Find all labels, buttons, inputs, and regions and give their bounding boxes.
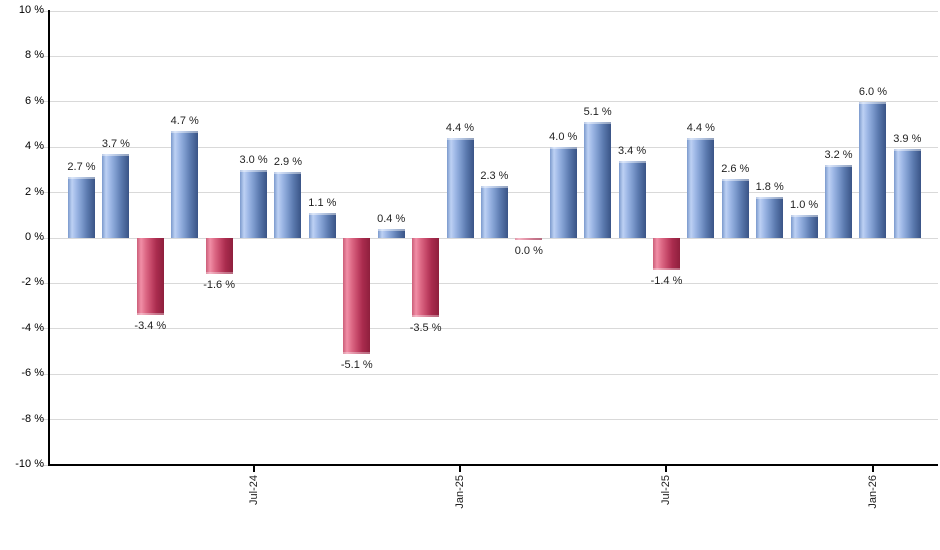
x-axis-tick-label: Jan-25 [454, 475, 466, 509]
bar-value-label: 1.0 % [790, 199, 819, 212]
bar-value-label: -3.4 % [134, 320, 167, 333]
y-grid-line [38, 10, 938, 12]
bar [102, 154, 130, 238]
y-grid-line [38, 282, 938, 284]
y-axis-tick-label: 0 % [25, 231, 44, 243]
bar [480, 185, 508, 238]
bar [825, 165, 853, 238]
x-axis-tick [871, 466, 874, 472]
bar-value-label: 4.0 % [549, 131, 578, 144]
bar-value-label: -1.6 % [203, 279, 236, 292]
y-grid-line [38, 373, 938, 375]
bar [343, 238, 371, 354]
y-axis-tick-label: 6 % [25, 94, 44, 107]
bar-value-label: 4.7 % [170, 115, 199, 128]
bar [205, 238, 233, 275]
bar-value-label: 2.6 % [721, 162, 750, 175]
bar [893, 149, 921, 238]
bar-value-label: 0.4 % [377, 212, 406, 225]
y-grid-line [38, 55, 938, 57]
x-axis-tick-label: Jan-26 [866, 475, 879, 509]
bar-value-label: 0.0 % [514, 245, 543, 257]
x-axis-tick-label: Jul-24 [247, 475, 260, 505]
bar-value-label: 2.9 % [273, 156, 303, 169]
bar-value-label: 3.4 % [617, 144, 647, 157]
x-axis-tick [252, 466, 255, 472]
bar [618, 160, 646, 238]
x-axis-tick-label: Jul-25 [660, 475, 673, 505]
bar [721, 178, 749, 238]
x-axis-tick [665, 466, 668, 472]
y-grid-line [38, 328, 938, 330]
y-axis-tick-label: -2 % [21, 276, 44, 289]
bar-value-label: 4.4 % [445, 122, 475, 135]
bar [790, 215, 818, 238]
bar [240, 169, 268, 238]
bar [446, 138, 474, 238]
bar [412, 238, 440, 318]
y-axis-tick-label: -8 % [21, 412, 44, 425]
y-grid-line [38, 146, 938, 148]
x-axis-line [48, 464, 938, 466]
y-axis-tick-label: 2 % [25, 185, 44, 198]
bar [756, 197, 784, 238]
bar [652, 238, 680, 270]
bar-value-label: 4.4 % [686, 122, 715, 135]
bar [687, 138, 715, 238]
bar [549, 147, 577, 238]
y-grid-line [38, 419, 938, 421]
bar-value-label: 6.0 % [858, 85, 887, 98]
y-grid-line [38, 237, 938, 239]
y-axis-tick-label: 8 % [25, 49, 44, 62]
y-axis-tick-label: -6 % [21, 367, 44, 380]
bar [68, 176, 95, 238]
bar-value-label: 2.7 % [67, 160, 96, 173]
bar-value-label: -1.4 % [650, 274, 683, 287]
y-axis-tick-label: -10 % [15, 458, 44, 470]
x-axis-tick [459, 466, 461, 472]
bar [377, 228, 405, 238]
y-axis-tick-label: 4 % [25, 140, 44, 153]
bar [584, 122, 612, 238]
bar [171, 131, 199, 238]
bar-value-label: 2.3 % [480, 169, 509, 182]
y-axis-tick-label: -4 % [21, 321, 44, 334]
bar [515, 238, 543, 240]
bar-value-label: 3.2 % [824, 149, 853, 162]
y-axis-line [48, 10, 50, 465]
bar-value-label: 5.1 % [583, 106, 612, 119]
bar [274, 172, 302, 238]
bar-value-label: -3.5 % [409, 322, 442, 335]
bar-value-label: -5.1 % [340, 358, 373, 371]
y-axis-tick-label: 10 % [18, 4, 44, 16]
y-grid-line [38, 101, 938, 103]
bar-value-label: 1.1 % [308, 197, 337, 210]
bar [308, 213, 336, 238]
bar-value-label: 3.0 % [239, 153, 268, 166]
bar [859, 101, 887, 238]
bar-value-label: 3.9 % [893, 133, 922, 146]
bar-value-label: 3.7 % [101, 138, 130, 150]
bar-value-label: 1.8 % [755, 181, 784, 194]
bar [136, 238, 164, 316]
